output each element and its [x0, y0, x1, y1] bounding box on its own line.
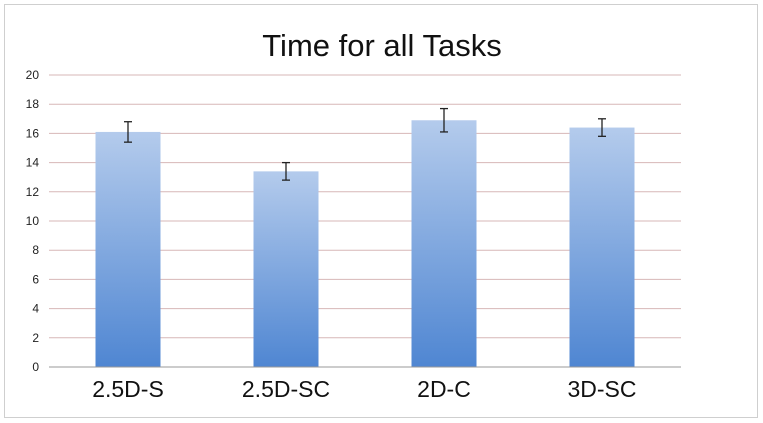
y-axis-ticks: 0 2 4 6 8 10 12 14 16 18 20	[26, 68, 40, 374]
bar-2D-C	[411, 120, 477, 367]
y-tick-label: 4	[32, 302, 39, 316]
y-tick-label: 18	[26, 97, 40, 111]
y-tick-label: 16	[26, 126, 40, 140]
y-tick-label: 2	[32, 331, 39, 345]
y-tick-label: 8	[32, 243, 39, 257]
bar-2.5D-S	[95, 131, 161, 367]
y-tick-label: 6	[32, 272, 39, 286]
y-tick-label: 10	[26, 214, 40, 228]
y-tick-label: 14	[26, 156, 40, 170]
error-bars	[124, 107, 606, 181]
error-bar-2D-C	[440, 107, 448, 133]
y-tick-label: 0	[32, 360, 39, 374]
bar-2.5D-SC	[253, 171, 319, 367]
error-bar-3D-SC	[598, 118, 606, 137]
bars	[95, 120, 635, 367]
chart-title: Time for all Tasks	[262, 28, 501, 63]
error-bar-2.5D-S	[124, 121, 132, 143]
x-axis-ticks: 2.5D-S 2.5D-SC 2D-C 3D-SC	[92, 376, 636, 402]
error-bar-2.5D-SC	[282, 161, 290, 181]
x-tick-label: 2.5D-SC	[242, 376, 330, 402]
x-tick-label: 2.5D-S	[92, 376, 164, 402]
x-tick-label: 3D-SC	[567, 376, 636, 402]
y-tick-label: 12	[26, 185, 40, 199]
x-tick-label: 2D-C	[417, 376, 471, 402]
y-tick-label: 20	[26, 68, 40, 82]
bar-3D-SC	[569, 127, 635, 367]
